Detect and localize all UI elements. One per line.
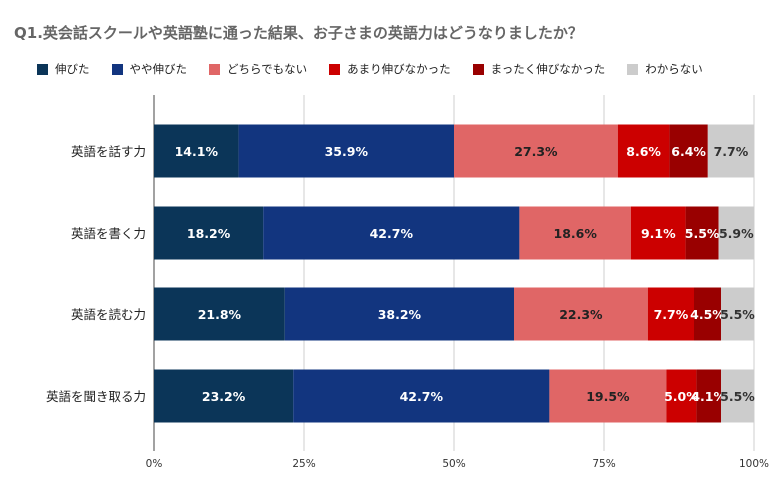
legend-swatch-1 — [111, 63, 123, 75]
data-label-0-5: 7.7% — [714, 144, 749, 159]
data-label-3-2: 19.5% — [586, 389, 630, 404]
bar-segment-0-5 — [707, 124, 754, 178]
legend-label-4: まったく伸びなかった — [490, 62, 606, 76]
legend-item-0: 伸びた — [37, 61, 90, 77]
data-label-0-0: 14.1% — [175, 144, 219, 159]
bar-segment-3-3 — [666, 369, 697, 423]
bar-segment-0-0 — [154, 124, 239, 178]
bar-segment-3-1 — [293, 369, 550, 423]
data-label-0-4: 6.4% — [671, 144, 706, 159]
bar-segment-3-5 — [721, 369, 754, 423]
bar-segment-2-3 — [647, 287, 694, 341]
bar-segment-1-2 — [519, 206, 631, 260]
data-label-3-0: 23.2% — [202, 389, 246, 404]
data-label-1-2: 18.6% — [554, 226, 598, 241]
bar-segment-1-4 — [685, 206, 719, 260]
bar-segment-1-3 — [631, 206, 686, 260]
bar-segment-2-1 — [284, 287, 514, 341]
category-label-3: 英語を聞き取る力 — [46, 389, 146, 404]
data-label-3-4: 4.1% — [691, 389, 726, 404]
category-label-2: 英語を読む力 — [71, 307, 146, 322]
data-label-2-0: 21.8% — [198, 307, 242, 322]
data-label-1-4: 5.5% — [685, 226, 720, 241]
data-label-0-1: 35.9% — [325, 144, 369, 159]
bar-segment-2-4 — [694, 287, 721, 341]
x-tick-label-0: 0% — [146, 458, 163, 470]
legend-item-1: やや伸びた — [111, 61, 188, 77]
legend-label-5: わからない — [645, 62, 703, 76]
data-label-0-2: 27.3% — [514, 144, 558, 159]
data-label-1-1: 42.7% — [370, 226, 414, 241]
category-label-1: 英語を書く力 — [71, 226, 146, 241]
data-label-2-3: 7.7% — [654, 307, 689, 322]
data-label-0-3: 8.6% — [626, 144, 661, 159]
data-label-2-4: 4.5% — [690, 307, 725, 322]
bar-segment-2-2 — [514, 287, 648, 341]
legend-swatch-4 — [472, 63, 484, 75]
data-label-3-3: 5.0% — [664, 389, 699, 404]
legend-swatch-0 — [37, 63, 48, 75]
chart-title: Q1.英会話スクールや英語塾に通った結果、お子さまの英語力はどうなりましたか？ — [14, 24, 583, 42]
bar-segment-1-0 — [154, 206, 264, 260]
data-label-2-2: 22.3% — [559, 307, 603, 322]
legend: 伸びた やや伸びた どちらでもない あまり伸びなかった まったく伸びなかった わ… — [37, 61, 725, 77]
data-label-3-1: 42.7% — [400, 389, 444, 404]
legend-item-2: どちらでもない — [209, 61, 307, 77]
bar-segment-3-2 — [549, 369, 667, 423]
bar-segment-1-5 — [718, 206, 754, 260]
legend-label-0: 伸びた — [55, 62, 90, 76]
bar-segment-0-4 — [669, 124, 708, 178]
bar-segment-0-2 — [454, 124, 618, 178]
data-label-3-5: 5.5% — [720, 389, 755, 404]
legend-swatch-3 — [329, 63, 341, 75]
bar-segment-3-0 — [154, 369, 294, 423]
x-tick-label-4: 100% — [739, 458, 769, 470]
bar-segment-1-1 — [263, 206, 520, 260]
category-label-0: 英語を話す力 — [71, 144, 146, 159]
legend-label-2: どちらでもない — [227, 62, 308, 76]
legend-item-4: まったく伸びなかった — [472, 61, 606, 77]
legend-item-5: わからない — [627, 61, 703, 77]
data-label-1-5: 5.9% — [719, 226, 754, 241]
legend-swatch-5 — [627, 63, 639, 75]
data-label-1-0: 18.2% — [187, 226, 231, 241]
bar-segment-0-3 — [617, 124, 670, 178]
x-tick-label-1: 25% — [292, 458, 315, 470]
legend-label-1: やや伸びた — [129, 62, 188, 76]
bar-segment-3-4 — [696, 369, 721, 423]
legend-swatch-2 — [209, 63, 220, 75]
x-tick-label-3: 75% — [592, 458, 615, 470]
x-tick-label-2: 50% — [442, 458, 465, 470]
data-label-1-3: 9.1% — [641, 226, 676, 241]
data-label-2-5: 5.5% — [720, 307, 755, 322]
legend-item-3: あまり伸びなかった — [329, 61, 451, 77]
bar-segment-0-1 — [238, 124, 454, 178]
bar-segment-2-0 — [154, 287, 285, 341]
bar-segment-2-5 — [721, 287, 754, 341]
legend-label-3: あまり伸びなかった — [347, 62, 451, 76]
data-label-2-1: 38.2% — [378, 307, 422, 322]
